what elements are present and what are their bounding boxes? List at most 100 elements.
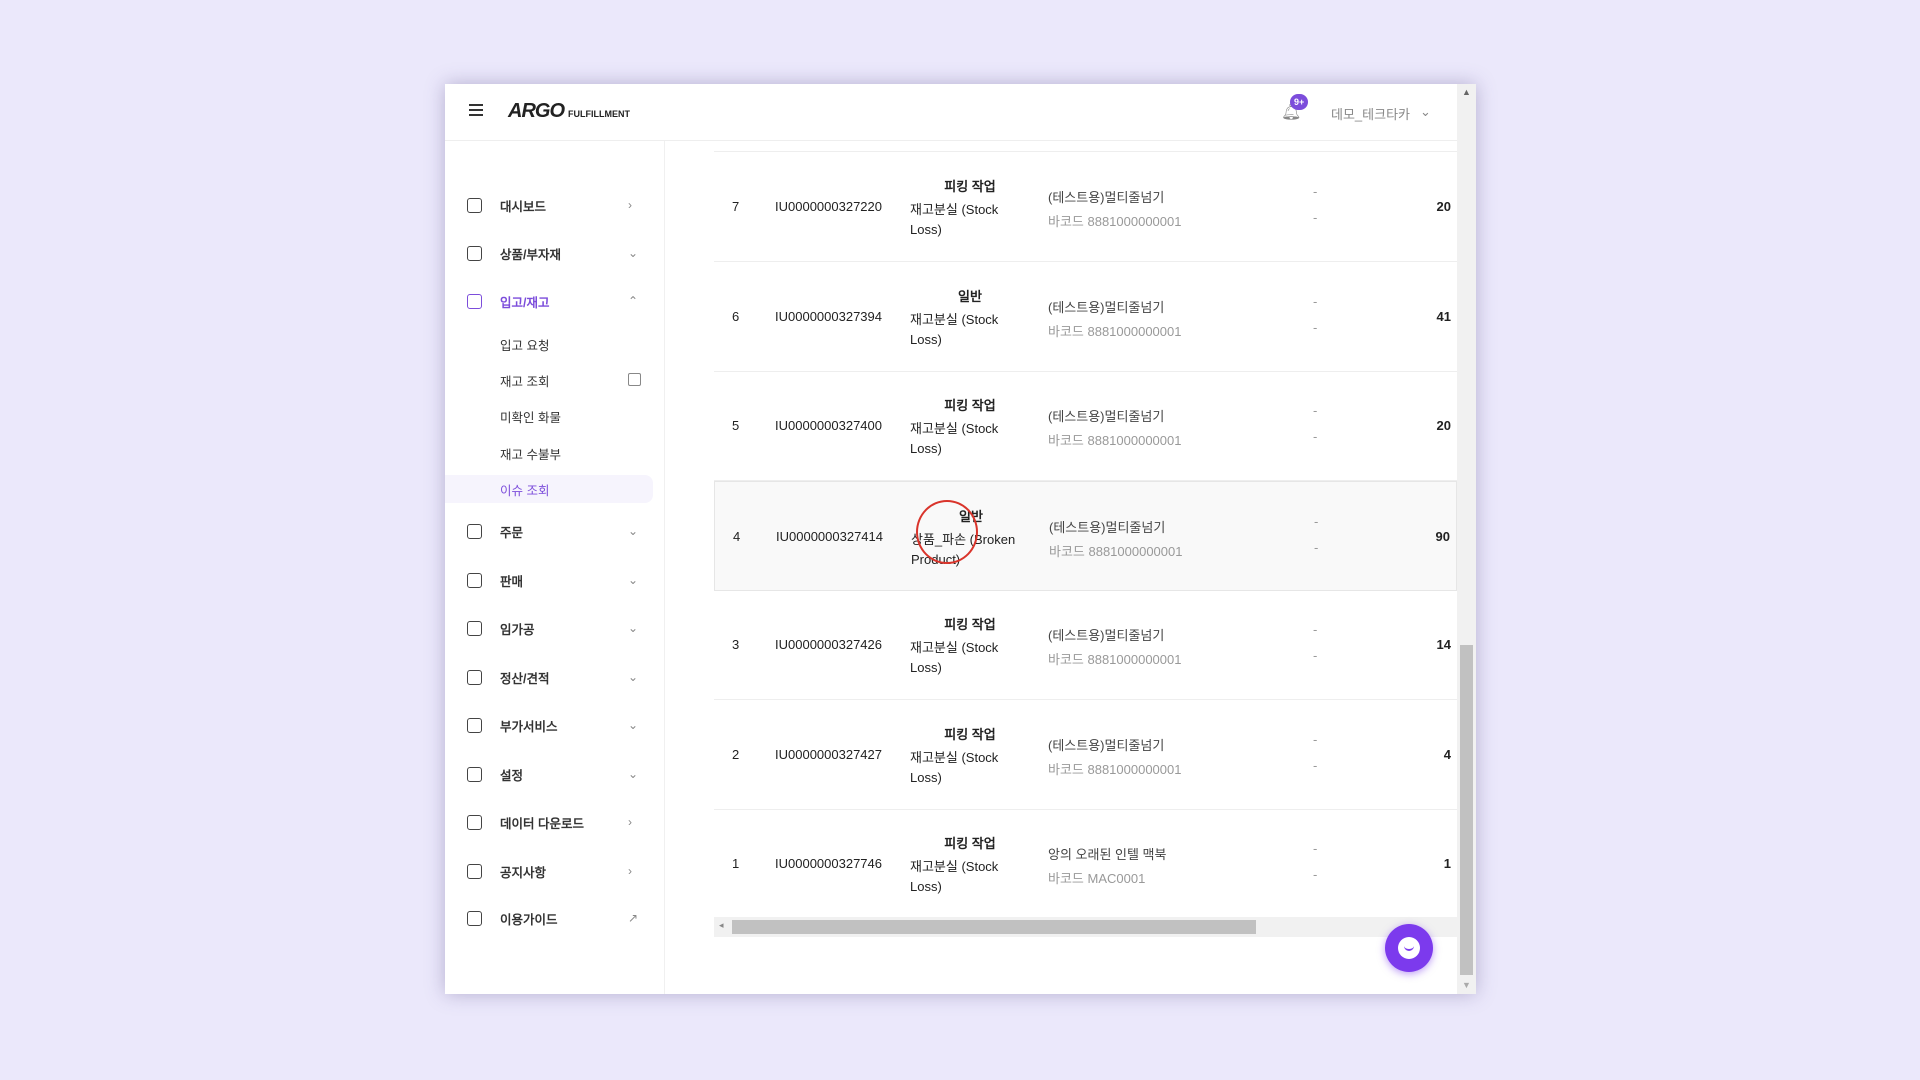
sidebar-item-5[interactable]: 임가공 ⌄ [445, 613, 665, 643]
product-barcode: 바코드 8881000000001 [1049, 543, 1183, 559]
issue-id[interactable]: IU0000000327427 [775, 746, 882, 762]
table-row[interactable]: 5 IU0000000327400 피킹 작업 재고분실 (Stock Loss… [714, 371, 1457, 481]
dash-value: - [1313, 210, 1318, 225]
sidebar: 대시보드 › 상품/부자재 ⌄ 입고/재고 ⌃ 주문 ⌄ 판매 ⌄ 임가공 ⌄ … [445, 141, 665, 994]
dash-value: - [1313, 293, 1318, 309]
dash-value: - [1313, 403, 1318, 418]
sidebar-item-label: 입고/재고 [500, 295, 550, 310]
issue-id[interactable]: IU0000000327220 [775, 199, 882, 214]
logo-subtext: FULFILLMENT [568, 109, 630, 119]
issue-reason-cont: Loss) [910, 769, 942, 785]
scroll-up-arrow[interactable]: ▲ [1462, 87, 1471, 97]
user-name: 데모_테크타카 [1331, 107, 1410, 122]
sidebar-subitem-3[interactable]: 재고 수불부 [445, 439, 653, 467]
sidebar-item-6[interactable]: 정산/견적 ⌄ [445, 662, 665, 692]
store-icon [467, 573, 482, 588]
dash-value: - [1314, 513, 1319, 529]
chevron-icon: ⌄ [628, 524, 639, 538]
chevron-icon: ⌄ [628, 573, 639, 587]
table-row[interactable]: 6 IU0000000327394 일반 재고분실 (Stock Loss) (… [714, 262, 1457, 372]
sidebar-item-1[interactable]: 상품/부자재 ⌄ [445, 238, 665, 268]
issue-reason-cont: Loss) [910, 441, 942, 456]
chat-icon [1398, 937, 1420, 959]
calculator-icon [467, 670, 482, 685]
external-link-icon[interactable] [628, 373, 641, 386]
sidebar-item-11[interactable]: 이용가이드 ↗ [445, 903, 665, 933]
megaphone-icon [467, 864, 482, 879]
issue-id[interactable]: IU0000000327426 [775, 637, 882, 652]
sidebar-subitem-label: 재고 조회 [500, 374, 550, 389]
quantity: 20 [1436, 418, 1451, 433]
vertical-scroll-thumb[interactable] [1460, 645, 1473, 975]
sidebar-subitem-4[interactable]: 이슈 조회 [445, 475, 653, 503]
issue-reason: 재고분실 (Stock [910, 640, 999, 655]
chevron-icon: ⌄ [628, 621, 639, 635]
quantity: 90 [1435, 528, 1450, 544]
gear-icon [467, 767, 482, 782]
issue-reason: 재고분실 (Stock [910, 421, 999, 436]
user-menu[interactable]: 데모_테크타카 ⌄ [1331, 104, 1431, 123]
horizontal-scrollbar[interactable]: ◂ [714, 917, 1457, 937]
sidebar-subitem-0[interactable]: 입고 요청 [445, 330, 653, 358]
issue-id[interactable]: IU0000000327394 [775, 308, 882, 324]
warehouse-icon [467, 294, 482, 309]
issue-id[interactable]: IU0000000327746 [775, 856, 882, 871]
sidebar-item-label: 데이터 다운로드 [500, 816, 584, 831]
download-icon [467, 815, 482, 830]
sidebar-item-label: 부가서비스 [500, 719, 558, 734]
table-row[interactable]: 1 IU0000000327746 피킹 작업 재고분실 (Stock Loss… [714, 809, 1457, 919]
row-number: 3 [732, 637, 740, 652]
issue-id[interactable]: IU0000000327400 [775, 418, 882, 433]
dash-value: - [1313, 319, 1318, 335]
quantity: 14 [1436, 637, 1451, 652]
sidebar-item-7[interactable]: 부가서비스 ⌄ [445, 710, 665, 740]
hamburger-menu-icon[interactable] [469, 104, 483, 116]
sidebar-item-8[interactable]: 설정 ⌄ [445, 759, 665, 789]
sidebar-item-9[interactable]: 데이터 다운로드 › [445, 807, 665, 837]
sidebar-item-label: 상품/부자재 [500, 247, 561, 262]
chevron-icon: ⌄ [628, 718, 639, 732]
scroll-left-arrow[interactable]: ◂ [719, 920, 724, 930]
issue-id[interactable]: IU0000000327414 [776, 528, 883, 544]
product-name: (테스트용)멀티줄넘기 [1048, 628, 1165, 643]
issue-reason-cont: Loss) [910, 331, 942, 347]
dash-value: - [1314, 539, 1319, 555]
issue-type: 피킹 작업 [944, 836, 996, 851]
chat-button[interactable] [1385, 924, 1433, 972]
sidebar-item-0[interactable]: 대시보드 › [445, 190, 665, 220]
sidebar-subitem-2[interactable]: 미확인 화물 [445, 402, 653, 430]
row-number: 7 [732, 199, 740, 214]
sidebar-item-label: 공지사항 [500, 865, 547, 880]
vertical-scrollbar[interactable]: ▲ ▼ [1457, 84, 1476, 994]
sidebar-subitem-1[interactable]: 재고 조회 [445, 366, 653, 394]
table-row[interactable]: 3 IU0000000327426 피킹 작업 재고분실 (Stock Loss… [714, 590, 1457, 700]
horizontal-scroll-thumb[interactable] [732, 920, 1256, 934]
scroll-down-arrow[interactable]: ▼ [1462, 980, 1471, 990]
inbox-icon [467, 621, 482, 636]
guide-icon [467, 911, 482, 926]
sidebar-item-3[interactable]: 주문 ⌄ [445, 516, 665, 546]
row-number: 5 [732, 418, 740, 433]
table-row[interactable]: 2 IU0000000327427 피킹 작업 재고분실 (Stock Loss… [714, 700, 1457, 810]
home-icon [467, 198, 482, 213]
sidebar-item-2[interactable]: 입고/재고 ⌃ [445, 286, 665, 316]
chevron-icon: ⌄ [628, 246, 639, 260]
chevron-down-icon: ⌄ [1420, 104, 1431, 119]
sidebar-subitem-label: 이슈 조회 [500, 483, 550, 498]
chart-plus-icon [467, 718, 482, 733]
table-row[interactable]: 7 IU0000000327220 피킹 작업 재고분실 (Stock Loss… [714, 152, 1457, 262]
table-row[interactable]: 4 IU0000000327414 일반 상품_파손 (Broken Produ… [714, 480, 1457, 591]
logo[interactable]: ARGO FULFILLMENT [508, 100, 630, 123]
product-barcode: 바코드 8881000000001 [1048, 323, 1182, 339]
sidebar-item-label: 정산/견적 [500, 671, 550, 686]
product-name: 앙의 오래된 인텔 맥북 [1048, 847, 1167, 862]
sidebar-subitem-label: 입고 요청 [500, 338, 550, 353]
sidebar-item-10[interactable]: 공지사항 › [445, 856, 665, 886]
logo-text: ARGO [508, 100, 565, 122]
sidebar-subitem-label: 재고 수불부 [500, 447, 561, 462]
row-number: 4 [733, 528, 741, 544]
row-number: 2 [732, 746, 740, 762]
product-name: (테스트용)멀티줄넘기 [1048, 409, 1165, 424]
sidebar-item-label: 이용가이드 [500, 912, 558, 927]
sidebar-item-4[interactable]: 판매 ⌄ [445, 565, 665, 595]
